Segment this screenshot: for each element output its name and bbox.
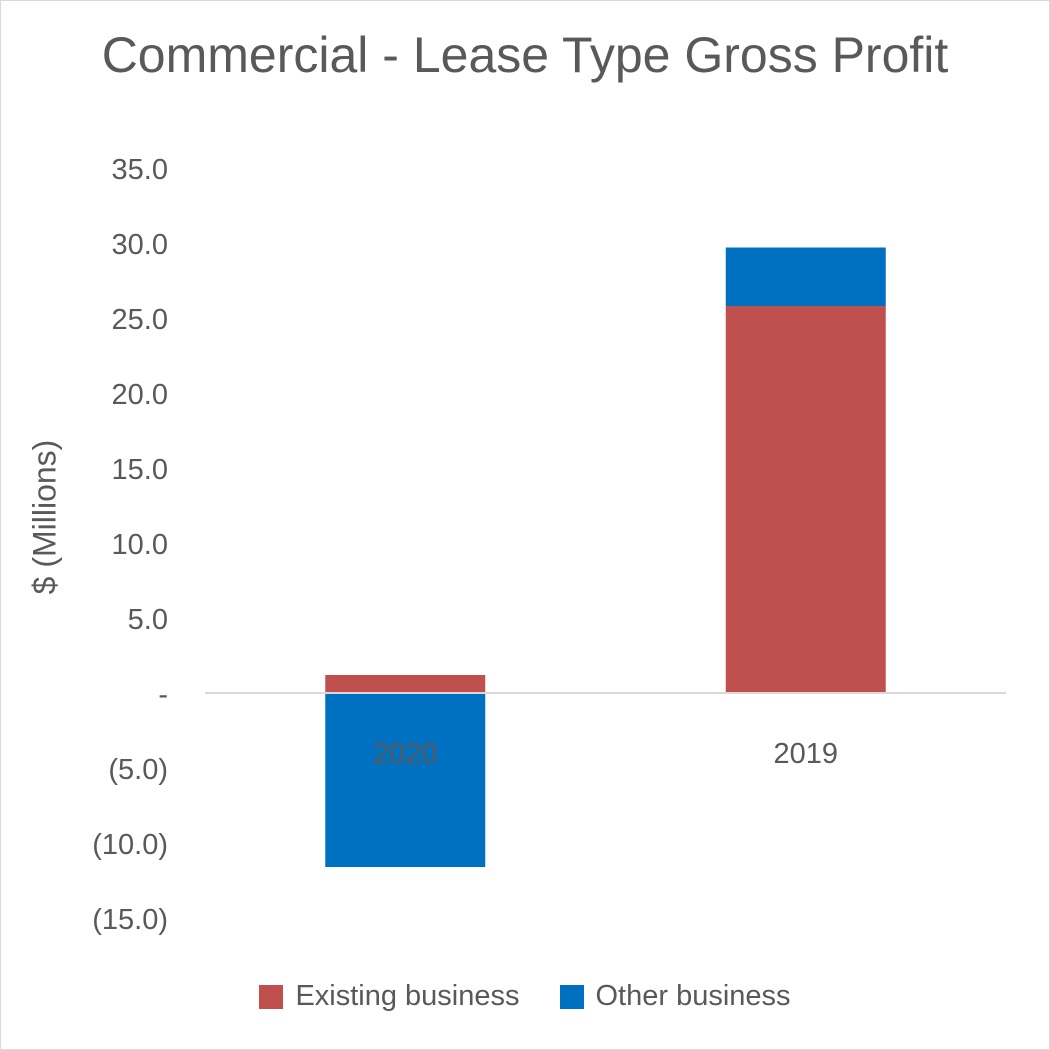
y-tick-label: (15.0) [92, 904, 168, 936]
bar-other-business-2019 [725, 247, 886, 306]
legend-item-existing-business: Existing business [259, 980, 520, 1013]
y-tick-label: (5.0) [108, 754, 168, 786]
legend-item-other-business: Other business [559, 980, 791, 1013]
y-tick-label: 30.0 [112, 229, 168, 261]
x-tick-label: 2019 [773, 738, 838, 770]
y-tick-label: (10.0) [92, 829, 168, 861]
legend-label-existing-business: Existing business [295, 980, 520, 1012]
legend-swatch-existing-business [259, 984, 284, 1009]
legend-swatch-other-business [559, 984, 584, 1009]
legend: Existing business Other business [0, 980, 1050, 1013]
chart-title: Commercial - Lease Type Gross Profit [101, 27, 949, 83]
y-tick-label: 5.0 [128, 604, 168, 636]
bar-other-business-2020 [325, 693, 486, 867]
y-tick-label: 10.0 [112, 529, 168, 561]
y-tick-label: 35.0 [112, 154, 168, 186]
y-tick-label: 25.0 [112, 304, 168, 336]
y-tick-label: - [158, 679, 168, 711]
bar-existing-business-2020 [325, 675, 486, 693]
legend-label-other-business: Other business [595, 980, 791, 1012]
y-tick-label: 15.0 [112, 454, 168, 486]
bar-existing-business-2019 [725, 306, 886, 693]
y-tick-label: 20.0 [112, 379, 168, 411]
x-tick-label: 2020 [373, 738, 438, 770]
